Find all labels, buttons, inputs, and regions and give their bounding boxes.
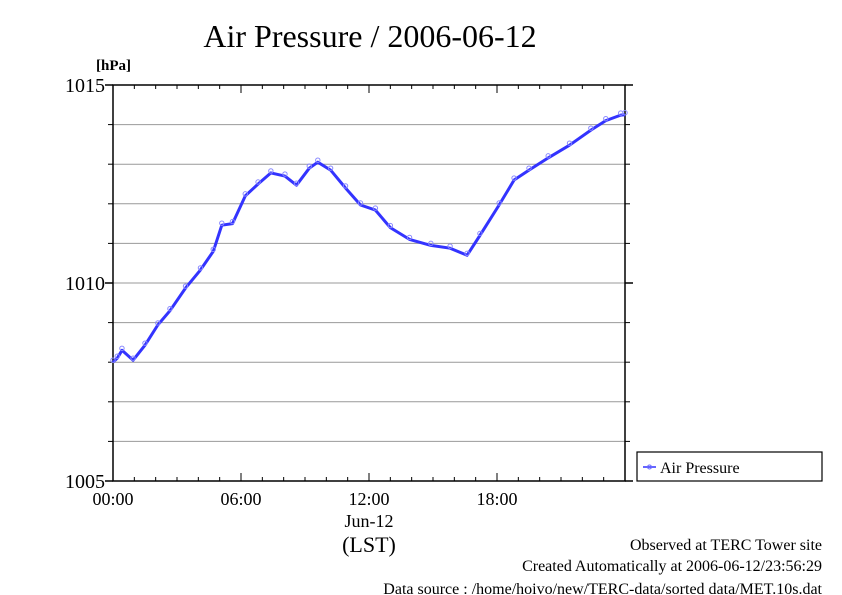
y-tick-labels: 1005 1010 1015 [65, 75, 105, 493]
data-point [268, 168, 274, 174]
y-axis-unit: [hPa] [96, 58, 131, 74]
chart-title: Air Pressure / 2006-06-12 [203, 18, 536, 54]
y-tick-label: 1010 [65, 273, 105, 295]
data-point [477, 230, 483, 237]
x-tick-labels: 00:00 06:00 12:00 18:00 [92, 489, 517, 509]
legend-box [636, 451, 823, 482]
data-point [197, 265, 204, 271]
data-point [447, 243, 453, 249]
legend-marker-icon [647, 464, 652, 470]
series-air-pressure [110, 110, 628, 364]
data-point [114, 353, 120, 359]
x-tick-label: 18:00 [476, 489, 517, 509]
data-point [182, 283, 189, 289]
y-tick-label: 1005 [65, 471, 105, 493]
series-line [111, 113, 626, 364]
data-point [293, 180, 300, 186]
data-point [142, 340, 148, 346]
x-axis-label: (LST) [342, 532, 396, 557]
footer-observed: Observed at TERC Tower site [630, 537, 822, 554]
data-point [464, 250, 470, 256]
legend-label: Air Pressure [660, 460, 740, 477]
data-point [155, 320, 161, 326]
gridlines [113, 124, 625, 442]
footer-source: Data source : /home/hoivo/new/TERC-data/… [383, 581, 822, 595]
data-point [566, 140, 573, 146]
data-point [545, 153, 551, 159]
data-point [119, 345, 125, 352]
data-point [357, 200, 364, 206]
data-point [342, 183, 349, 189]
data-point [496, 200, 502, 206]
data-point [229, 218, 236, 225]
data-point [282, 171, 288, 177]
x-tick-label: 12:00 [348, 489, 389, 509]
data-point [372, 205, 379, 211]
plot-frame [112, 84, 626, 482]
data-point [428, 240, 434, 247]
data-point [255, 179, 261, 185]
data-point [406, 234, 413, 241]
x-tick-label: 06:00 [220, 489, 261, 509]
data-point [511, 175, 517, 181]
date-label: Jun-12 [345, 511, 394, 531]
footer-created: Created Automatically at 2006-06-12/23:5… [522, 558, 822, 575]
data-point [167, 306, 173, 312]
x-tick-label: 00:00 [92, 489, 133, 509]
data-point [603, 115, 609, 122]
data-point [327, 165, 334, 171]
y-tick-label: 1015 [65, 75, 105, 97]
data-point [242, 191, 248, 197]
data-point [315, 157, 321, 163]
data-point [588, 125, 594, 131]
data-point [110, 357, 116, 363]
data-point [219, 220, 225, 226]
data-point [622, 110, 628, 116]
data-point [210, 246, 216, 253]
data-point [130, 355, 136, 361]
data-point [306, 163, 312, 169]
legend: Air Pressure [636, 451, 823, 482]
data-point [526, 165, 532, 171]
data-point [387, 222, 394, 229]
